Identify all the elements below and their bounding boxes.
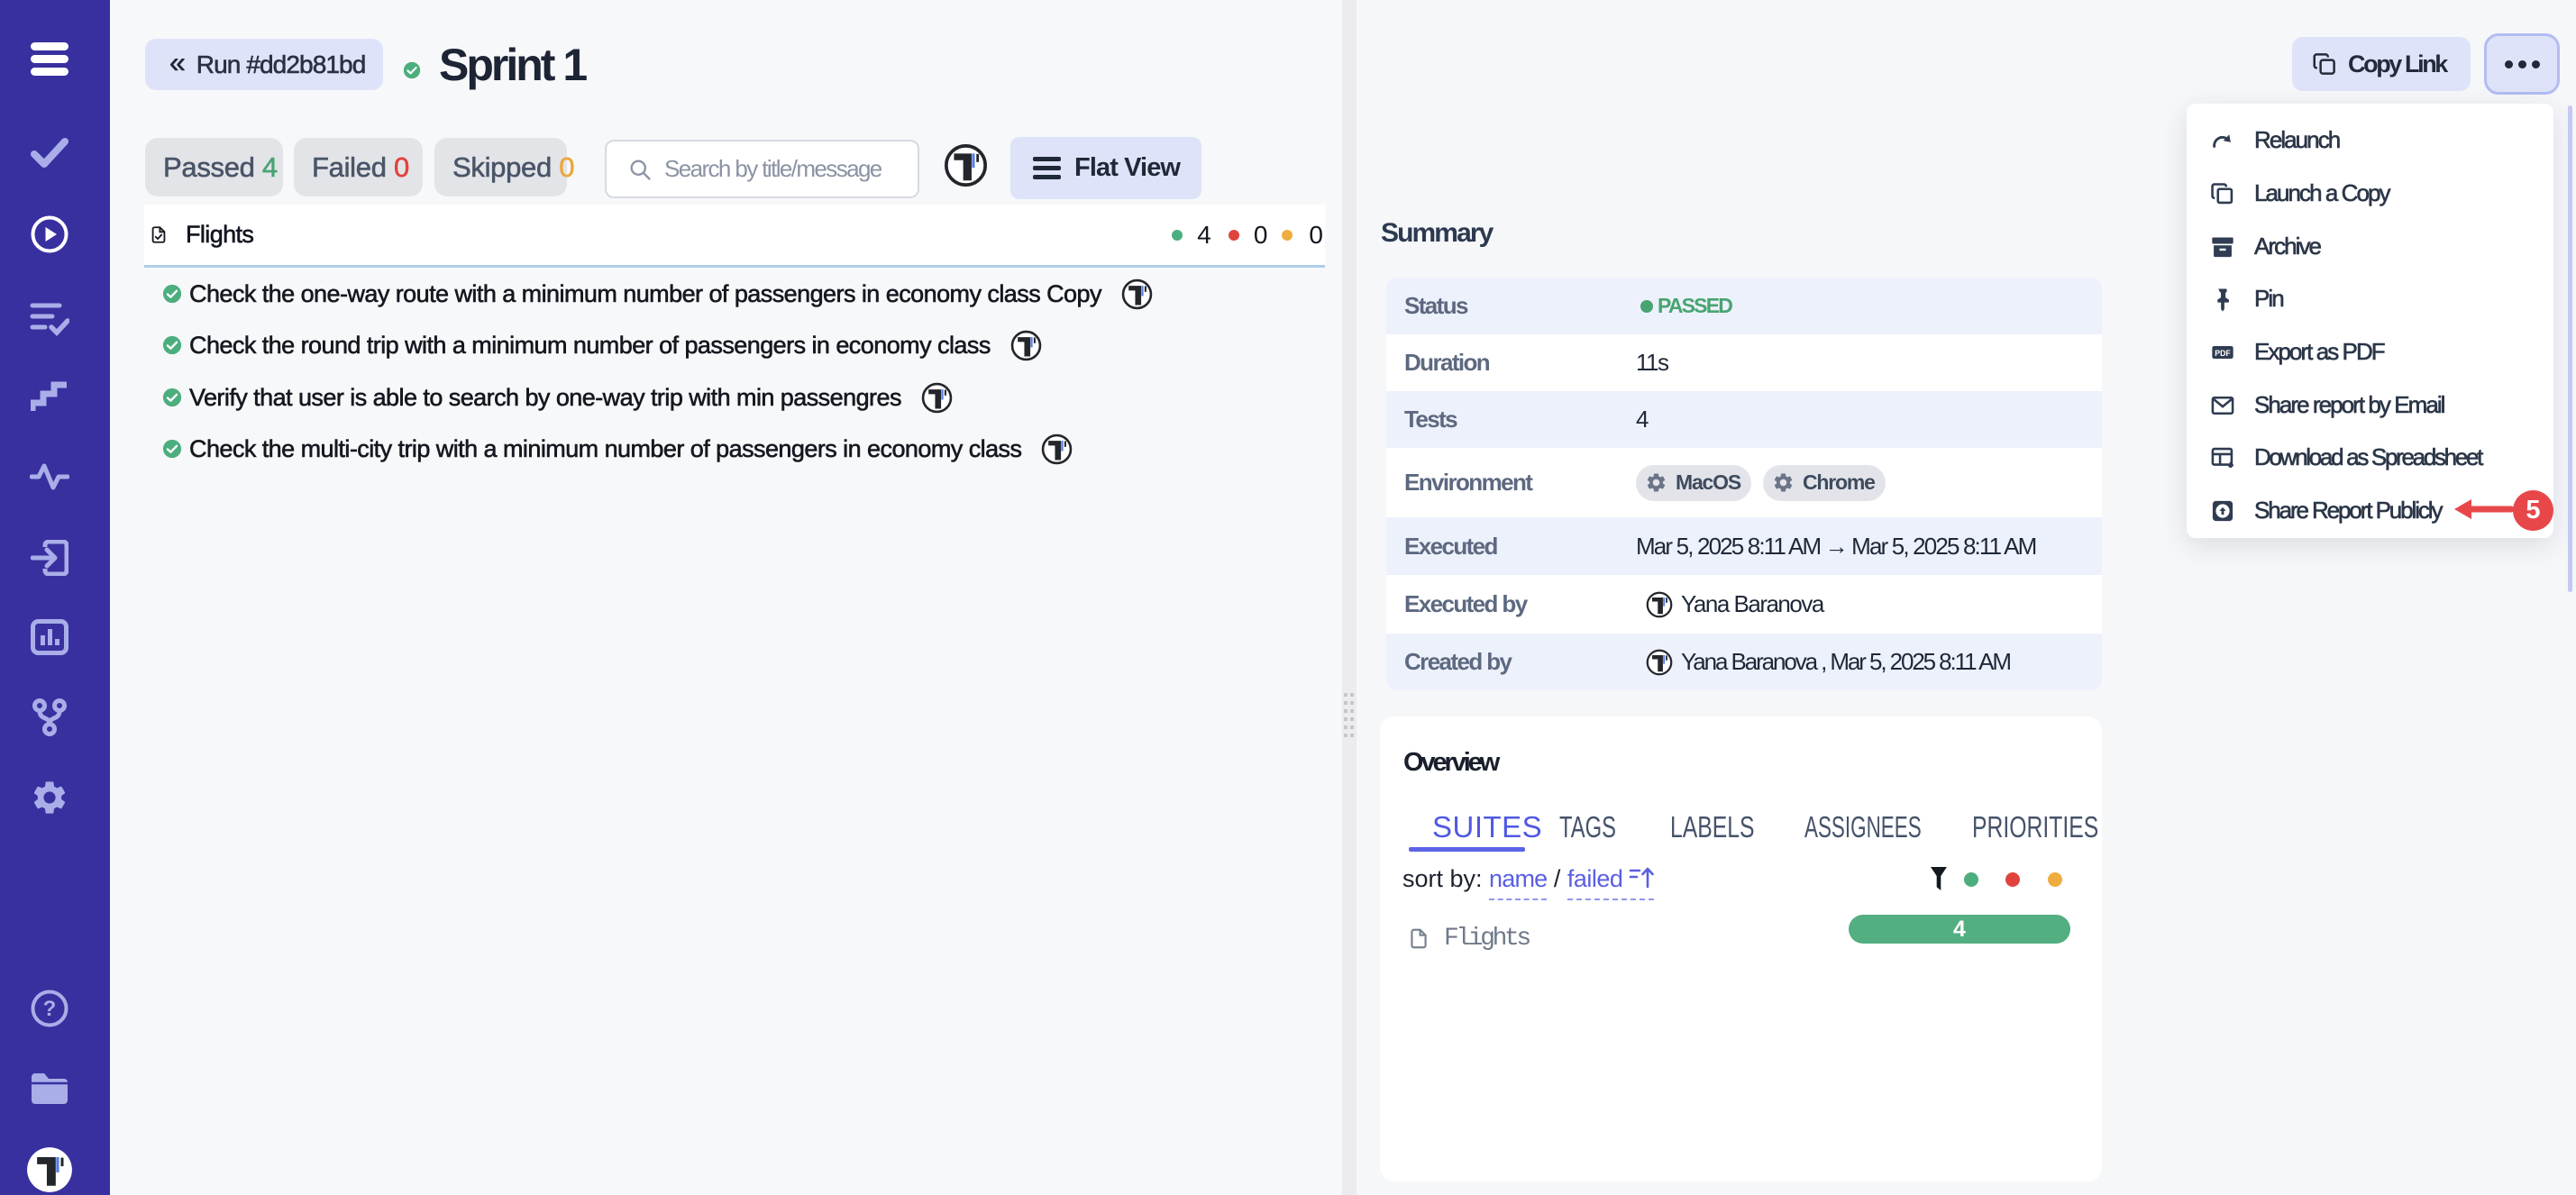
svg-text:?: ? [43,997,57,1021]
svg-text:PDF: PDF [2215,348,2231,357]
